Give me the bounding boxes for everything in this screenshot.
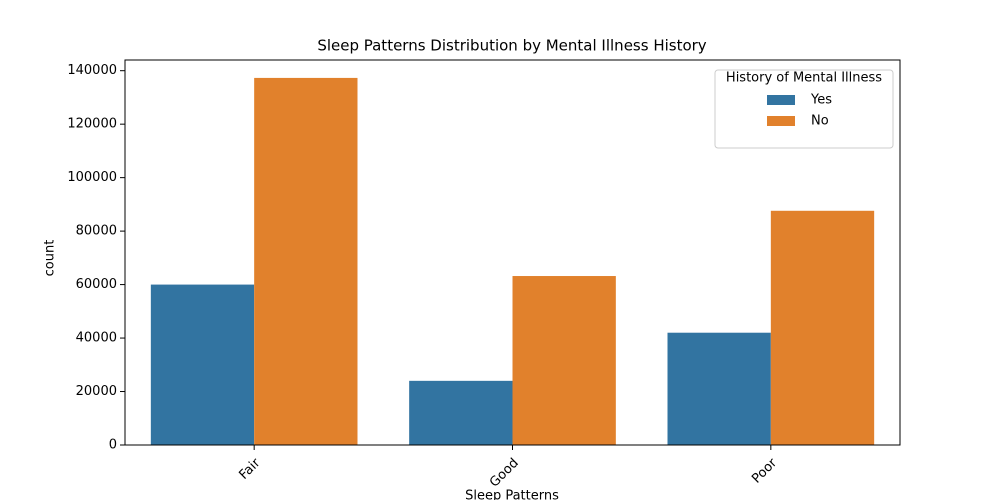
y-axis-label: count xyxy=(43,240,58,277)
y-tick-label: 80000 xyxy=(76,224,117,239)
bar xyxy=(770,210,875,445)
legend-swatch xyxy=(767,95,795,105)
bar xyxy=(667,332,771,445)
x-tick-label: Poor xyxy=(749,455,780,486)
y-tick-label: 120000 xyxy=(67,117,117,132)
legend-label: No xyxy=(811,114,829,129)
y-tick-label: 0 xyxy=(109,438,117,453)
y-tick-label: 60000 xyxy=(76,277,117,292)
bar xyxy=(150,284,255,445)
x-axis-label: Sleep Patterns xyxy=(465,489,559,500)
x-tick-label: Good xyxy=(487,456,522,491)
chart-title: Sleep Patterns Distribution by Mental Il… xyxy=(317,37,706,55)
y-tick-label: 100000 xyxy=(67,170,117,185)
y-tick-label: 20000 xyxy=(76,384,117,399)
y-tick-label: 40000 xyxy=(76,331,117,346)
legend-box xyxy=(714,69,894,149)
y-tick-label: 140000 xyxy=(67,63,117,78)
bar xyxy=(254,77,358,445)
legend-title: History of Mental Illness xyxy=(726,71,882,86)
bar xyxy=(512,276,616,445)
bar xyxy=(409,380,513,445)
legend-label: Yes xyxy=(810,93,832,108)
plot-frame xyxy=(124,59,901,446)
x-tick-label: Fair xyxy=(236,455,263,482)
legend-swatch xyxy=(767,116,795,126)
